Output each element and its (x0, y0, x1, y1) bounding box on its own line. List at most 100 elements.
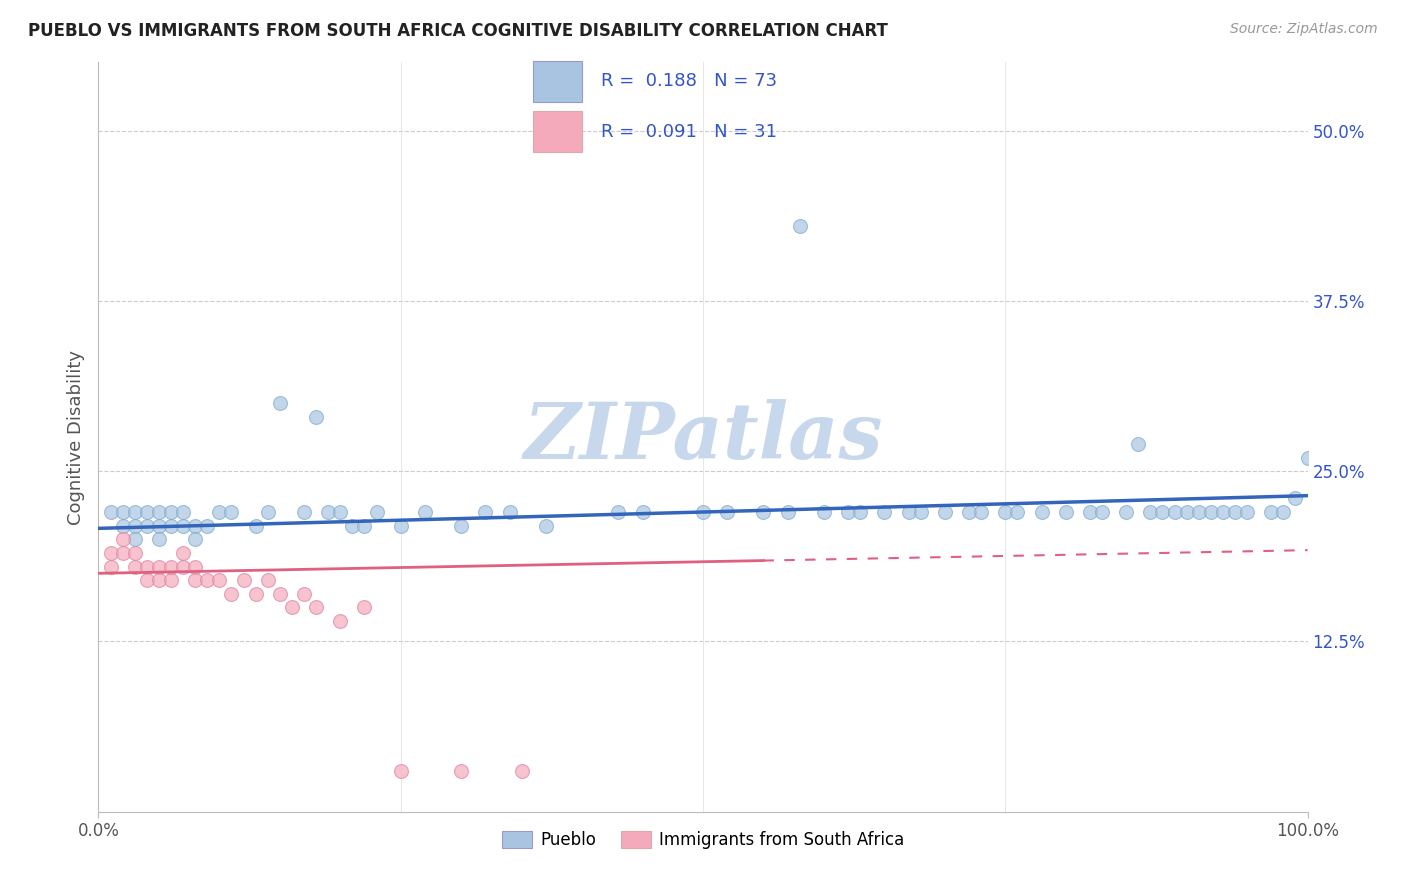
Point (1128, 437, 1150, 451)
Point (1091, 505, 1114, 519)
Text: ZIPatlas: ZIPatlas (523, 399, 883, 475)
Point (1139, 505, 1161, 519)
Point (124, 546, 146, 560)
Text: R =  0.188   N = 73: R = 0.188 N = 73 (600, 72, 776, 90)
Point (135, 559, 157, 574)
Point (1078, 505, 1101, 519)
Point (148, 533, 170, 547)
Point (160, 518, 183, 533)
Point (100, 505, 122, 519)
Point (316, 505, 339, 519)
Point (752, 505, 775, 519)
Point (148, 505, 170, 519)
Point (776, 505, 799, 519)
Point (353, 600, 375, 615)
Point (1188, 505, 1211, 519)
Point (305, 409, 328, 424)
Point (716, 505, 738, 519)
Point (135, 505, 157, 519)
Point (607, 505, 630, 519)
Point (195, 518, 218, 533)
Point (184, 559, 207, 574)
Y-axis label: Cognitive Disability: Cognitive Disability (66, 350, 84, 524)
Point (837, 505, 859, 519)
Point (474, 505, 496, 519)
Point (1296, 450, 1319, 465)
Point (124, 505, 146, 519)
FancyBboxPatch shape (533, 112, 582, 152)
Text: Source: ZipAtlas.com: Source: ZipAtlas.com (1230, 22, 1378, 37)
Point (534, 518, 557, 533)
Point (897, 505, 920, 519)
Point (329, 505, 352, 519)
Point (366, 505, 388, 519)
Point (873, 505, 896, 519)
Point (389, 764, 412, 778)
Point (135, 518, 157, 533)
Point (353, 518, 375, 533)
Point (789, 219, 811, 233)
Point (172, 518, 194, 533)
Point (111, 518, 134, 533)
Point (111, 546, 134, 560)
Point (631, 505, 654, 519)
Point (329, 614, 352, 628)
Point (510, 764, 533, 778)
Point (208, 573, 231, 587)
Text: PUEBLO VS IMMIGRANTS FROM SOUTH AFRICA COGNITIVE DISABILITY CORRELATION CHART: PUEBLO VS IMMIGRANTS FROM SOUTH AFRICA C… (28, 22, 889, 40)
Point (184, 533, 207, 547)
Point (269, 587, 291, 601)
Point (849, 505, 872, 519)
Point (970, 505, 993, 519)
Point (208, 505, 231, 519)
Point (269, 396, 291, 410)
Point (1031, 505, 1053, 519)
Point (172, 559, 194, 574)
Point (148, 518, 170, 533)
Point (1223, 505, 1246, 519)
Point (195, 573, 218, 587)
FancyBboxPatch shape (533, 61, 582, 102)
Point (160, 559, 183, 574)
Point (934, 505, 956, 519)
Point (498, 505, 520, 519)
Point (1175, 505, 1198, 519)
Point (389, 518, 412, 533)
Point (957, 505, 980, 519)
Point (281, 600, 304, 615)
Text: R =  0.091   N = 31: R = 0.091 N = 31 (600, 123, 776, 141)
Point (245, 518, 267, 533)
Point (111, 505, 134, 519)
Point (1054, 505, 1077, 519)
Point (245, 587, 267, 601)
Point (148, 573, 170, 587)
Point (1152, 505, 1174, 519)
Point (221, 587, 243, 601)
Point (124, 518, 146, 533)
Point (100, 559, 122, 574)
Point (184, 518, 207, 533)
Point (1272, 505, 1295, 519)
Point (1284, 491, 1306, 506)
Point (813, 505, 835, 519)
Point (1199, 505, 1222, 519)
Point (413, 505, 436, 519)
Point (135, 573, 157, 587)
Point (305, 600, 328, 615)
Point (160, 505, 183, 519)
Point (124, 533, 146, 547)
Point (1212, 505, 1234, 519)
Point (1115, 505, 1137, 519)
Point (160, 573, 183, 587)
Point (148, 559, 170, 574)
Point (172, 505, 194, 519)
Point (256, 573, 278, 587)
Point (256, 505, 278, 519)
Point (172, 546, 194, 560)
Point (124, 559, 146, 574)
Point (692, 505, 714, 519)
Point (450, 518, 472, 533)
Point (1260, 505, 1282, 519)
Point (184, 573, 207, 587)
Point (111, 533, 134, 547)
